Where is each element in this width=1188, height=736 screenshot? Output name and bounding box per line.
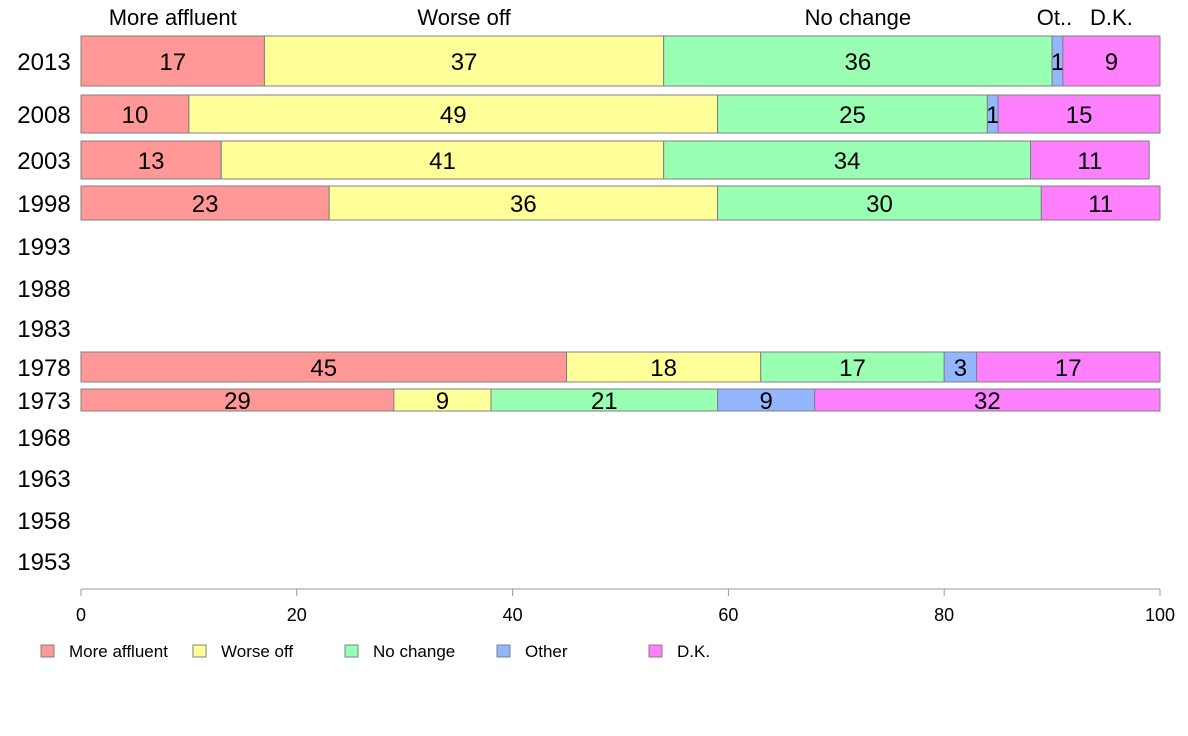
year-label-1988: 1988 [17,276,70,303]
bar-label-2013-no-change: 36 [845,49,872,76]
year-label-1998: 1998 [17,191,70,218]
year-label-1973: 1973 [17,388,70,415]
top-series-labels: More affluent Worse off No change Ot.. D.K. [109,5,1133,30]
year-labels: 2013 2008 2003 1998 1993 1988 1983 1978 1973 1968… [17,49,70,576]
bar-label-1998-more-affluent: 23 [192,191,219,218]
bar-1973-d-k [814,388,1161,412]
bar-label-2008-no-change: 25 [839,102,866,129]
bar-2013-more-affluent [80,35,265,87]
legend-label-d-k: D.K. [677,642,710,661]
top-label-no-change: No change [805,5,911,30]
bar-label-2003-worse-off: 41 [429,148,456,175]
legend-swatch-other [496,644,511,658]
legend-swatch-no-change [344,644,359,658]
bar-1978-no-change [760,351,945,383]
bar-1978-worse-off [566,351,762,383]
legend-swatch-d-k [648,644,663,658]
x-tick-label-20: 20 [287,605,307,625]
bar-label-1973-more-affluent: 29 [224,388,251,415]
bar-2013-d-k [1062,35,1161,87]
bar-label-1998-worse-off: 36 [510,191,537,218]
year-label-2013: 2013 [17,49,70,76]
year-label-1993: 1993 [17,234,70,261]
bar-label-1998-no-change: 30 [866,191,893,218]
x-tick-label-40: 40 [503,605,523,625]
year-label-1978: 1978 [17,355,70,382]
top-label-worse-off: Worse off [417,5,511,30]
bar-2008-more-affluent [80,94,190,134]
bar-1978-d-k [976,351,1161,383]
bar-label-2013-more-affluent: 17 [159,49,186,76]
bar-1978-more-affluent [80,351,568,383]
bar-label-1973-other: 9 [759,388,772,415]
x-tick-label-100: 100 [1145,605,1175,625]
legend-label-worse-off: Worse off [221,642,293,661]
year-label-1963: 1963 [17,466,70,493]
bar-label-2003-d-k: 11 [1077,148,1102,175]
bar-2008-no-change [717,94,988,134]
year-label-1968: 1968 [17,425,70,452]
bar-label-2013-d-k: 9 [1105,49,1118,76]
legend-label-no-change: No change [373,642,455,661]
bar-1978-other [943,351,978,383]
year-label-1958: 1958 [17,508,70,535]
legend-swatch-more-affluent [40,644,55,658]
bar-2003-more-affluent [80,140,222,180]
year-label-1953: 1953 [17,549,70,576]
top-label-d-k: D.K. [1090,5,1133,30]
bar-label-2008-other: 1 [986,102,999,129]
bar-label-1978-worse-off: 18 [650,355,677,382]
bar-label-2008-more-affluent: 10 [122,102,149,129]
top-label-more-affluent: More affluent [109,5,237,30]
legend-label-other: Other [525,642,568,661]
bar-1998-more-affluent [80,185,330,221]
bar-label-1973-worse-off: 9 [436,388,449,415]
bar-label-1978-more-affluent: 45 [310,355,337,382]
bar-label-1973-no-change: 21 [591,388,618,415]
top-label-other: Ot.. [1037,5,1072,30]
x-tick-label-0: 0 [76,605,86,625]
bar-1998-d-k [1040,185,1161,221]
bar-label-1973-d-k: 32 [974,388,1001,415]
x-tick-label-80: 80 [934,605,954,625]
bar-2008-d-k [997,94,1161,134]
bar-2003-no-change [663,140,1032,180]
bar-1998-no-change [717,185,1042,221]
bar-label-2008-worse-off: 49 [440,102,467,129]
year-label-1983: 1983 [17,316,70,343]
bar-label-1978-other: 3 [954,355,967,382]
year-label-2008: 2008 [17,102,70,129]
bar-label-2003-no-change: 34 [834,148,861,175]
bar-label-2013-other: 1 [1051,49,1064,76]
legend-label-more-affluent: More affluent [69,642,168,661]
bar-label-2013-worse-off: 37 [451,49,478,76]
bar-2008-worse-off [188,94,719,134]
bar-label-2003-more-affluent: 13 [138,148,165,175]
bar-label-1978-no-change: 17 [839,355,866,382]
legend-swatch-worse-off [192,644,207,658]
x-tick-label-60: 60 [718,605,738,625]
bar-label-1998-d-k: 11 [1088,191,1113,218]
bar-2003-d-k [1030,140,1150,180]
year-label-2003: 2003 [17,148,70,175]
x-axis: 0 20 40 60 80 100 [76,588,1175,625]
bar-label-1978-d-k: 17 [1055,355,1082,382]
bar-2013-worse-off [263,35,665,87]
bar-1998-worse-off [328,185,719,221]
bar-2013-no-change [663,35,1053,87]
legend: More affluent Worse off No change Other D.K. [40,642,710,661]
bar-label-2008-d-k: 15 [1066,102,1093,129]
